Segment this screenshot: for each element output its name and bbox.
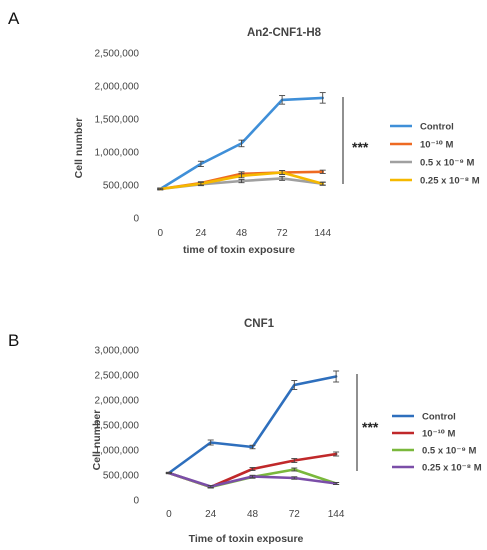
error-bar xyxy=(319,181,326,186)
error-bar xyxy=(319,92,326,104)
x-tick-label: 48 xyxy=(236,228,248,239)
error-bar xyxy=(279,170,286,175)
y-axis-ticks-a: 0 500,000 1,000,000 1,500,000 2,000,000 2,500… xyxy=(95,49,140,225)
legend-label: 0.5 x 10⁻⁹ M xyxy=(422,446,476,457)
error-bar xyxy=(333,482,340,485)
legend-item: 0.5 x 10⁻⁹ M xyxy=(390,158,474,169)
significance-marker-b: *** xyxy=(362,419,379,435)
x-axis-ticks-a: 0 24 48 72 144 xyxy=(158,228,332,239)
chart-title-a: An2-CNF1-H8 xyxy=(247,27,322,39)
panel-label-a: A xyxy=(8,9,20,28)
error-bar xyxy=(279,175,286,181)
y-tick-label: 3,000,000 xyxy=(95,346,140,357)
legend-label: Control xyxy=(420,122,454,133)
x-tick-label: 48 xyxy=(247,509,259,520)
plot-area-b xyxy=(165,370,340,489)
legend-label: 10⁻¹⁰ M xyxy=(420,140,454,151)
error-bar xyxy=(197,160,204,167)
x-tick-label: 0 xyxy=(158,228,164,239)
legend-a: Control 10⁻¹⁰ M 0.5 x 10⁻⁹ M 0.25 x 10⁻⁸ M xyxy=(390,122,480,187)
y-tick-label: 0 xyxy=(133,214,139,225)
error-bar xyxy=(249,444,256,450)
y-axis-label-a: Cell number xyxy=(73,118,85,179)
chart-panel-a: A An2-CNF1-H8 0 500,000 1,000,000 1,500,000… xyxy=(8,9,480,256)
legend-label: Control xyxy=(422,412,456,423)
y-tick-label: 2,500,000 xyxy=(95,49,140,60)
y-tick-label: 1,500,000 xyxy=(95,115,140,126)
x-tick-label: 24 xyxy=(195,228,207,239)
chart-title-b: CNF1 xyxy=(244,318,275,330)
y-tick-label: 1,000,000 xyxy=(95,446,140,457)
error-bar xyxy=(333,451,340,457)
x-tick-label: 0 xyxy=(166,509,172,520)
legend-item: 0.25 x 10⁻⁸ M xyxy=(392,463,482,474)
legend-label: 0.5 x 10⁻⁹ M xyxy=(420,158,474,169)
x-axis-label-a: time of toxin exposure xyxy=(183,244,295,256)
error-bar xyxy=(165,472,172,474)
error-bar xyxy=(319,169,326,174)
error-bar xyxy=(291,467,298,472)
y-axis-label-b: Cell number xyxy=(91,410,103,471)
y-axis-ticks-b: 0 500,000 1,000,000 1,500,000 2,000,000 2,500… xyxy=(95,346,140,507)
x-axis-label-b: Time of toxin exposure xyxy=(189,533,304,545)
legend-b: Control 10⁻¹⁰ M 0.5 x 10⁻⁹ M 0.25 x 10⁻⁸ M xyxy=(392,412,482,474)
legend-label: 0.25 x 10⁻⁸ M xyxy=(422,463,482,474)
x-tick-label: 144 xyxy=(314,228,331,239)
error-bar xyxy=(249,474,256,479)
y-tick-label: 1,000,000 xyxy=(95,148,140,159)
x-tick-label: 24 xyxy=(205,509,217,520)
x-tick-label: 72 xyxy=(289,509,301,520)
error-bar xyxy=(279,95,286,105)
error-bar xyxy=(238,178,245,184)
chart-panel-b: B CNF1 0 500,000 1,000,000 1,500,000 2,000,0… xyxy=(8,318,482,545)
error-bar xyxy=(207,485,214,488)
y-tick-label: 500,000 xyxy=(103,471,140,482)
y-tick-label: 2,000,000 xyxy=(95,82,140,93)
x-tick-label: 72 xyxy=(277,228,289,239)
plot-area-a xyxy=(157,92,326,191)
y-tick-label: 500,000 xyxy=(103,181,140,192)
legend-label: 0.25 x 10⁻⁸ M xyxy=(420,176,480,187)
legend-item: 10⁻¹⁰ M xyxy=(390,140,454,151)
legend-item: Control xyxy=(392,412,456,423)
error-bar xyxy=(197,181,204,186)
panel-label-b: B xyxy=(8,331,19,350)
significance-marker-a: *** xyxy=(352,139,369,155)
y-tick-label: 1,500,000 xyxy=(95,421,140,432)
error-bar xyxy=(333,370,340,383)
error-bar xyxy=(291,476,298,480)
legend-item: 0.25 x 10⁻⁸ M xyxy=(390,176,480,187)
error-bar xyxy=(238,139,245,148)
error-bar xyxy=(207,439,214,446)
y-tick-label: 2,500,000 xyxy=(95,371,140,382)
error-bar xyxy=(291,458,298,463)
error-bar xyxy=(238,173,245,179)
y-tick-label: 0 xyxy=(133,496,139,507)
legend-item: 10⁻¹⁰ M xyxy=(392,429,456,440)
legend-item: 0.5 x 10⁻⁹ M xyxy=(392,446,476,457)
y-tick-label: 2,000,000 xyxy=(95,396,140,407)
legend-label: 10⁻¹⁰ M xyxy=(422,429,456,440)
x-axis-ticks-b: 0 24 48 72 144 xyxy=(166,509,345,520)
error-bar xyxy=(291,380,298,390)
x-tick-label: 144 xyxy=(328,509,345,520)
error-bar xyxy=(249,467,256,471)
error-bar xyxy=(157,187,164,191)
legend-item: Control xyxy=(390,122,454,133)
